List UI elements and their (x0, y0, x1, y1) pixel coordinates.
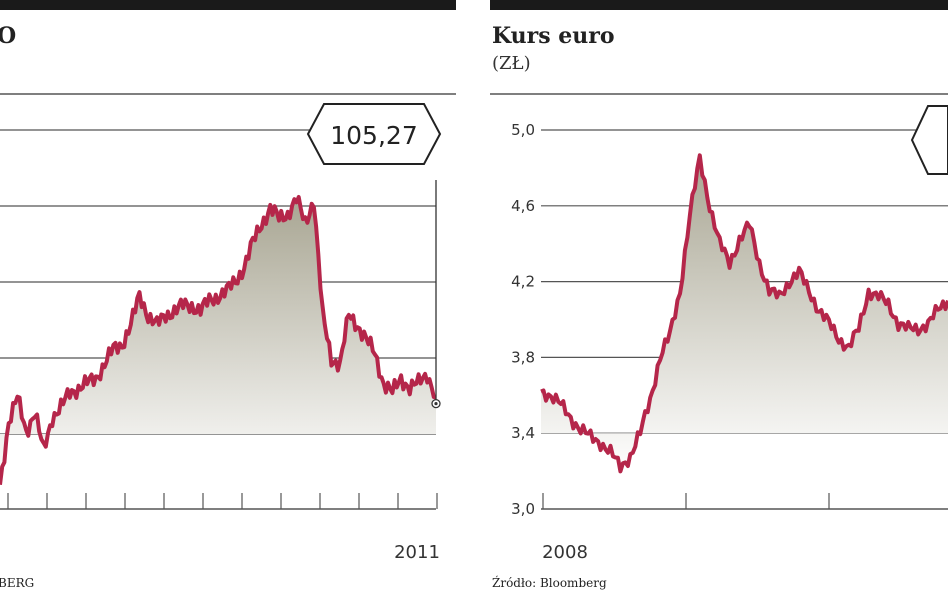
right-chart-panel: Kurs euro (ZŁ) 3,0 3,4 3,8 4,2 4,6 5,0 2008 Ź… (490, 23, 948, 590)
right-top-bar (490, 0, 948, 10)
left-value-callout (306, 103, 442, 165)
left-x-year-label: 2011 (394, 542, 440, 563)
right-y-tick-label: 3,0 (511, 500, 535, 518)
right-y-tick-labels: 3,0 3,4 3,8 4,2 4,6 5,0 (511, 121, 535, 518)
left-top-bar (0, 0, 456, 10)
right-x-ticks (542, 493, 830, 509)
right-series-line (540, 153, 948, 474)
right-chart-title: Kurs euro (492, 23, 615, 49)
left-chart-title: O (0, 23, 16, 49)
right-y-tick-label: 3,8 (511, 348, 535, 366)
right-y-tick-label: 4,6 (511, 197, 535, 215)
right-x-year-label: 2008 (542, 542, 588, 563)
left-callout-value: 105,27 (330, 121, 417, 150)
left-end-marker-dot (434, 402, 438, 406)
right-y-tick-label: 4,2 (511, 273, 535, 291)
right-y-tick-label: 3,4 (511, 424, 535, 442)
right-value-callout (910, 105, 948, 175)
left-source-text: BERG (0, 576, 34, 590)
right-area-fill (541, 155, 948, 472)
left-series-line (0, 195, 437, 486)
right-source-text: Źródło: Bloomberg (492, 575, 607, 590)
left-x-ticks (7, 493, 438, 509)
left-area-fill (0, 197, 436, 485)
right-y-tick-label: 5,0 (511, 121, 535, 139)
left-chart-panel: O 105,27 2011 BERG (0, 23, 456, 590)
right-chart-unit: (ZŁ) (492, 53, 531, 74)
